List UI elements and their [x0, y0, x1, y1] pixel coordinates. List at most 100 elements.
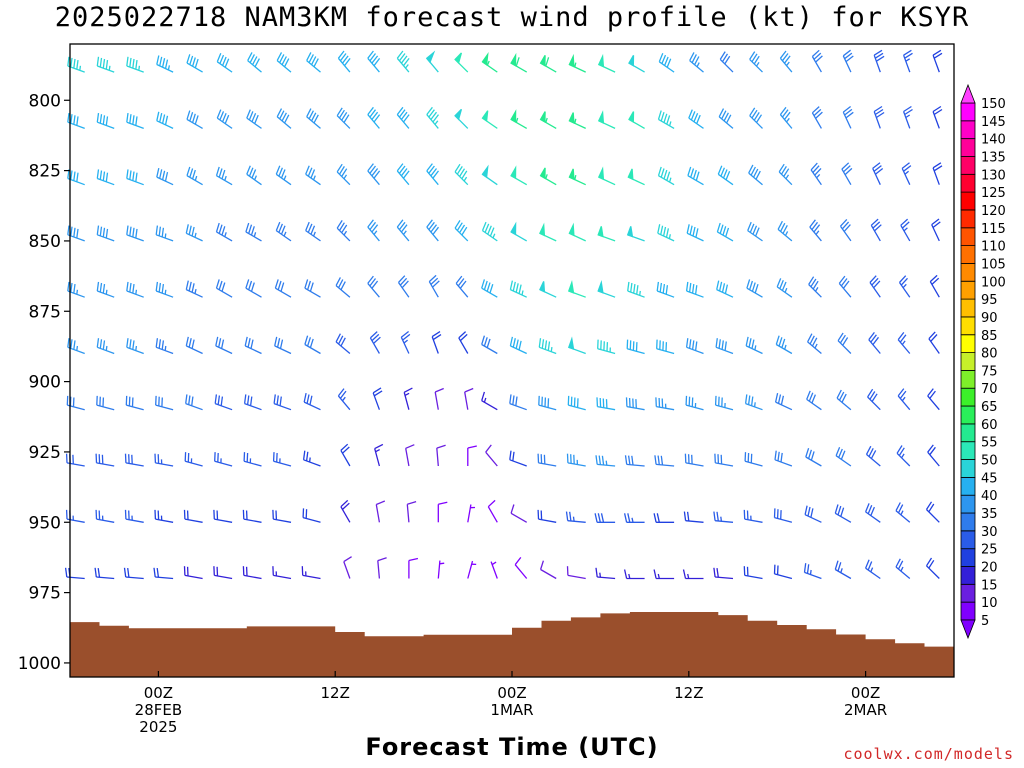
wind-barb	[803, 563, 822, 580]
wind-barb	[156, 111, 174, 129]
wind-barb	[367, 275, 380, 298]
colorbar-label: 25	[981, 543, 998, 558]
colorbar-label: 20	[981, 561, 998, 576]
wind-barb	[897, 388, 911, 411]
wind-barb	[306, 52, 321, 73]
wind-barb	[746, 279, 763, 298]
colorbar-swatch	[960, 298, 976, 318]
wind-barb	[156, 55, 174, 73]
wind-barb	[95, 453, 115, 467]
wind-barb	[185, 336, 203, 355]
colorbar-swatch	[960, 494, 976, 514]
terrain-surface	[70, 612, 954, 677]
y-axis: 800 825 850 875 900 925 950 975 1000	[18, 91, 70, 674]
colorbar-swatch	[960, 334, 976, 353]
wind-barb	[304, 335, 321, 355]
wind-barb	[408, 557, 419, 579]
wind-barb	[804, 505, 822, 523]
wind-barb	[96, 225, 115, 242]
wind-barb	[243, 394, 262, 411]
credit-link[interactable]: coolwx.com/models	[843, 745, 1014, 763]
wind-barb	[775, 335, 793, 355]
wind-barb	[656, 281, 675, 298]
wind-barb	[126, 338, 144, 355]
wind-barb	[485, 444, 498, 467]
wind-barb	[776, 278, 793, 298]
colorbar-swatch	[960, 102, 976, 122]
wind-barb	[490, 561, 498, 579]
wind-barb	[655, 397, 675, 411]
wind-barb	[305, 221, 321, 242]
wind-barb	[539, 222, 557, 242]
wind-barb	[870, 218, 882, 242]
wind-barb	[779, 106, 793, 129]
wind-barb	[628, 111, 645, 129]
colorbar-swatch	[960, 369, 976, 389]
wind-barb	[403, 387, 413, 410]
wind-barb	[396, 163, 410, 186]
wind-barb	[213, 509, 233, 523]
wind-barb	[96, 169, 115, 186]
wind-barb	[126, 113, 144, 130]
wind-barb	[302, 450, 321, 467]
wind-barb	[658, 53, 675, 73]
wind-barb	[126, 225, 144, 242]
wind-barb	[124, 509, 144, 523]
wind-barb	[656, 339, 675, 355]
wind-barb	[657, 110, 675, 129]
wind-barb	[927, 388, 940, 411]
wind-barb	[464, 387, 474, 410]
wind-barb	[895, 502, 911, 523]
wind-barb	[510, 52, 528, 73]
wind-barb	[654, 455, 675, 467]
colorbar-max-arrow	[960, 83, 976, 104]
wind-barb	[773, 564, 793, 580]
wind-barb	[64, 567, 85, 580]
wind-barb	[183, 566, 203, 580]
wind-barb	[839, 218, 852, 242]
wind-barb	[539, 54, 557, 73]
wind-barb	[807, 333, 822, 354]
wind-barb	[748, 164, 763, 186]
colorbar-label: 100	[981, 275, 1006, 290]
colorbar-label: 150	[981, 97, 1006, 112]
wind-barb	[597, 166, 616, 186]
wind-barb	[686, 224, 704, 242]
wind-barb	[374, 443, 384, 467]
colorbar-swatch	[960, 280, 976, 300]
wind-barb	[539, 560, 557, 580]
wind-barb-layer	[64, 49, 943, 580]
wind-barb	[276, 52, 292, 73]
wind-barb	[749, 51, 763, 73]
wind-barb	[335, 333, 351, 354]
colorbar-swatch	[960, 387, 976, 407]
wind-barb	[94, 567, 115, 580]
y-tick-label: 800	[29, 91, 61, 111]
wind-barb	[928, 331, 940, 354]
wind-barb	[186, 166, 203, 186]
colorbar-label: 30	[981, 525, 998, 540]
wind-barb	[454, 108, 469, 129]
colorbar-label: 45	[981, 471, 998, 486]
wind-barb	[400, 330, 411, 354]
wind-barb	[406, 500, 417, 523]
colorbar-label: 5	[981, 614, 989, 629]
wind-barb	[684, 453, 704, 467]
wind-barb	[510, 221, 528, 242]
colorbar-swatch	[960, 548, 976, 567]
wind-barb	[245, 222, 262, 242]
colorbar-min-arrow	[960, 619, 976, 640]
wind-barb	[836, 389, 852, 411]
colorbar-label: 140	[981, 133, 1006, 148]
wind-barb	[873, 49, 885, 73]
wind-barb	[467, 560, 477, 579]
y-tick-label: 900	[29, 373, 61, 393]
wind-barb	[343, 556, 352, 579]
plot-frame	[69, 43, 955, 678]
wind-barb	[774, 450, 793, 467]
wind-barb	[301, 566, 321, 580]
wind-barb	[747, 221, 763, 242]
wind-barb	[337, 388, 351, 411]
wind-barb	[597, 339, 616, 355]
